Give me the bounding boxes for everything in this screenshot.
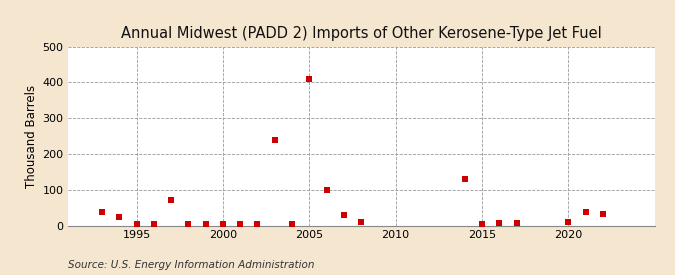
Point <box>460 177 470 181</box>
Y-axis label: Thousand Barrels: Thousand Barrels <box>25 85 38 188</box>
Point <box>477 222 487 226</box>
Point <box>338 213 349 218</box>
Point <box>235 222 246 227</box>
Point <box>511 221 522 225</box>
Point <box>269 138 280 142</box>
Point <box>252 222 263 227</box>
Point <box>563 220 574 224</box>
Point <box>166 197 177 202</box>
Point <box>217 222 228 227</box>
Title: Annual Midwest (PADD 2) Imports of Other Kerosene-Type Jet Fuel: Annual Midwest (PADD 2) Imports of Other… <box>121 26 601 42</box>
Point <box>114 214 125 219</box>
Point <box>183 222 194 227</box>
Point <box>148 222 159 226</box>
Point <box>131 222 142 227</box>
Text: Source: U.S. Energy Information Administration: Source: U.S. Energy Information Administ… <box>68 260 314 270</box>
Point <box>200 222 211 227</box>
Point <box>321 188 332 192</box>
Point <box>287 222 298 226</box>
Point <box>356 220 367 224</box>
Point <box>304 77 315 81</box>
Point <box>597 211 608 216</box>
Point <box>494 221 505 225</box>
Point <box>97 210 107 214</box>
Point <box>580 210 591 214</box>
